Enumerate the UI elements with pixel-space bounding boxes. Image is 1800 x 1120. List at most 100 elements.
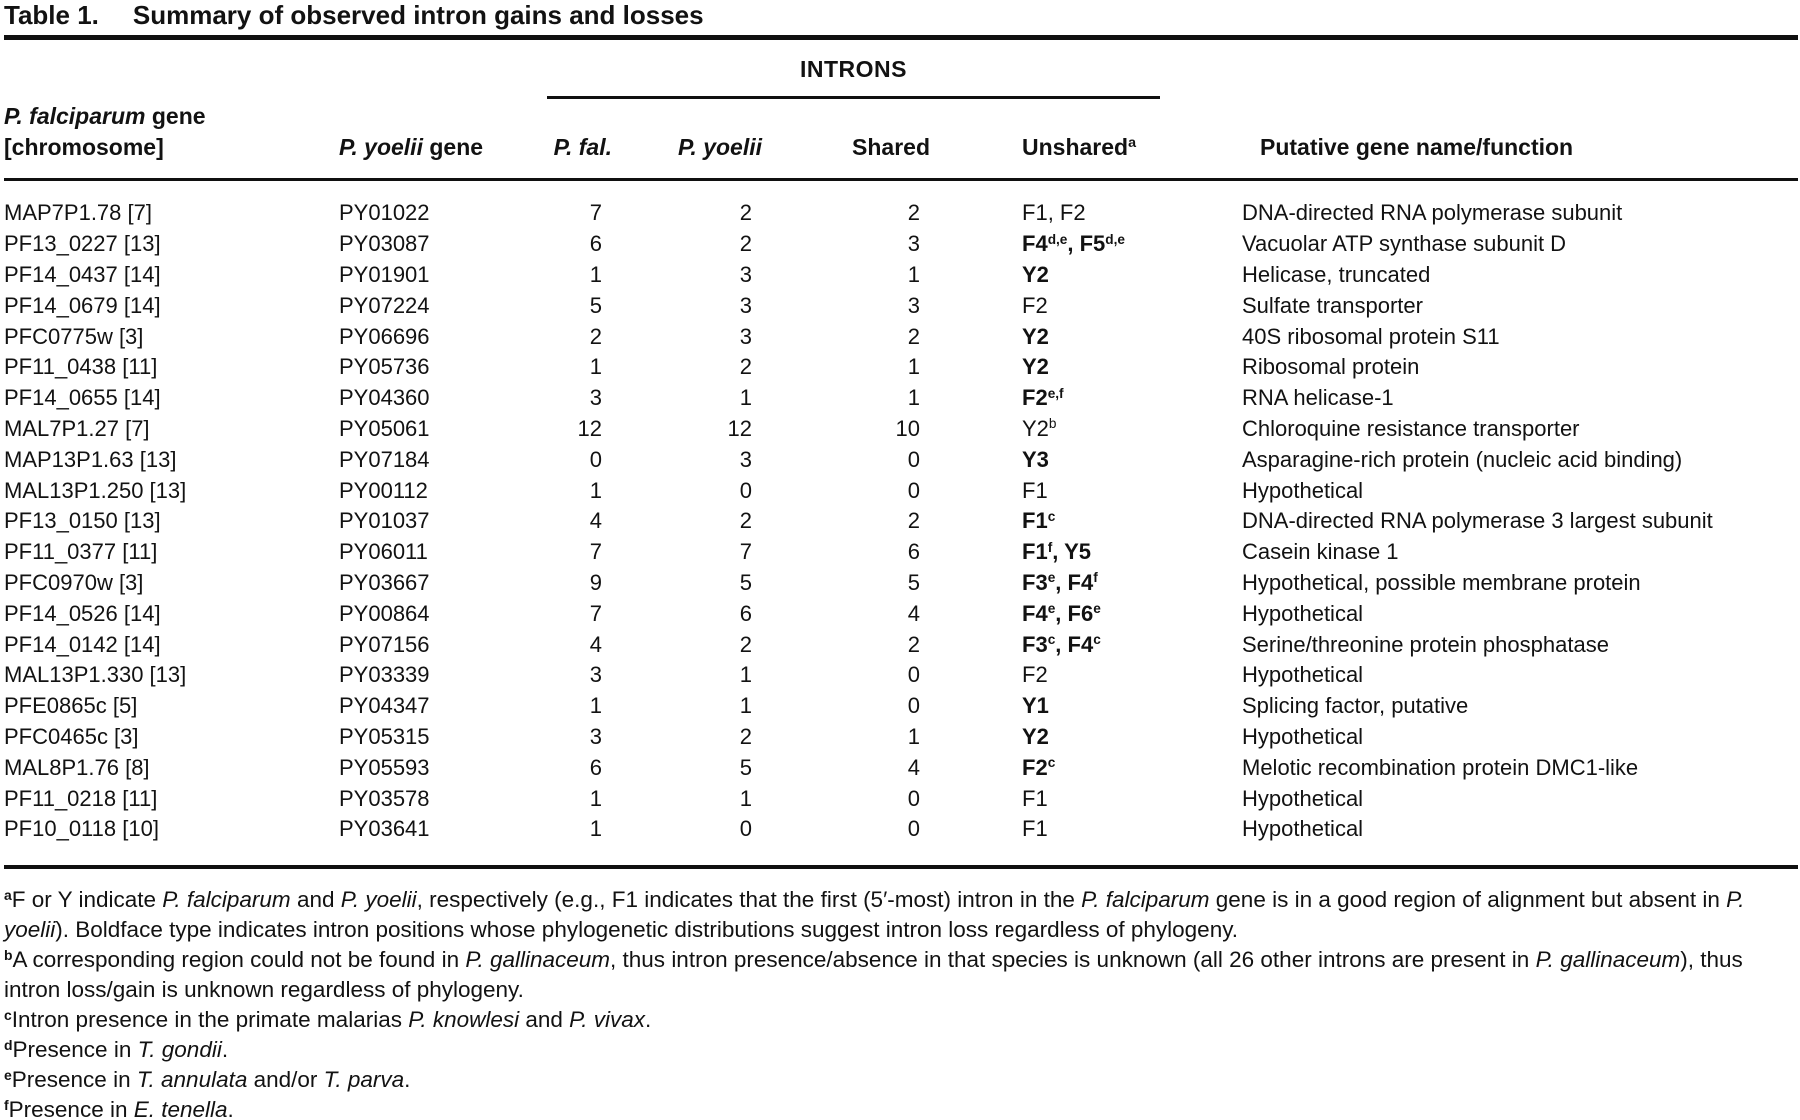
table-row: PFC0465c [3] PY05315 3 2 1 Y2 Hypothetical: [4, 722, 1798, 753]
cell-unshared-introns: F2e,f: [1022, 385, 1064, 411]
cell-unshared-introns: Y2: [1022, 354, 1049, 380]
cell-pfalciparum-gene: MAL7P1.27 [7]: [4, 415, 150, 441]
cell-shared-intron-count: 0: [907, 477, 920, 503]
table-row: PF11_0377 [11] PY06011 7 7 6 F1f, Y5 Casein ki…: [4, 537, 1798, 568]
cell-unshared-introns: F4d,e, F5d,e: [1022, 231, 1125, 257]
cell-pfalciparum-gene: PF14_0437 [14]: [4, 261, 161, 287]
cell-gene-function: RNA helicase-1: [1242, 385, 1394, 411]
cell-pyoelii-gene: PY03087: [339, 231, 430, 257]
cell-gene-function: Splicing factor, putative: [1242, 693, 1469, 719]
cell-pfalciparum-gene: MAL8P1.76 [8]: [4, 754, 150, 780]
cell-pfalciparum-gene: PF11_0377 [11]: [4, 539, 158, 565]
cell-pfal-intron-count: 0: [589, 446, 602, 472]
table-row: MAL13P1.330 [13] PY03339 3 1 0 F2 Hypothetical: [4, 660, 1798, 691]
cell-pfalciparum-gene: PF14_0679 [14]: [4, 292, 161, 318]
cell-gene-function: Chloroquine resistance transporter: [1242, 415, 1580, 441]
cell-pyoelii-gene: PY03641: [339, 816, 430, 842]
cell-pfalciparum-gene: PF10_0118 [10]: [4, 816, 159, 842]
footnote-ref-c: c: [1047, 508, 1056, 524]
cell-shared-intron-count: 2: [907, 323, 920, 349]
cell-shared-intron-count: 2: [907, 631, 920, 657]
cell-pfalciparum-gene: PFC0775w [3]: [4, 323, 144, 349]
cell-pfalciparum-gene: MAP13P1.63 [13]: [4, 446, 177, 472]
table-row: MAP13P1.63 [13] PY07184 0 3 0 Y3 Asparagine-ri…: [4, 444, 1798, 475]
cell-shared-intron-count: 2: [907, 508, 920, 534]
cell-gene-function: Asparagine-rich protein (nucleic acid bi…: [1242, 446, 1683, 472]
cell-pyoelii-intron-count: 6: [739, 600, 752, 626]
cell-gene-function: Hypothetical: [1242, 600, 1364, 626]
cell-pfal-intron-count: 7: [589, 600, 602, 626]
cell-pfalciparum-gene: PF11_0438 [11]: [4, 354, 158, 380]
cell-pfal-intron-count: 5: [589, 292, 602, 318]
cell-pfal-intron-count: 6: [589, 754, 602, 780]
cell-shared-intron-count: 3: [907, 231, 920, 257]
footnote-ref-b: b: [1048, 416, 1057, 432]
footnote-e: ePresence in T. annulata and/or T. parva…: [4, 1066, 411, 1092]
cell-gene-function: Vacuolar ATP synthase subunit D: [1242, 231, 1567, 257]
table-row: PFE0865c [5] PY04347 1 1 0 Y1 Splicing factor,…: [4, 691, 1798, 722]
cell-pfal-intron-count: 1: [589, 354, 602, 380]
cell-pyoelii-intron-count: 5: [739, 569, 752, 595]
cell-unshared-introns: F3c, F4c: [1022, 631, 1101, 657]
cell-pfal-intron-count: 12: [577, 415, 602, 441]
cell-pfalciparum-gene: MAP7P1.78 [7]: [4, 200, 152, 226]
spacer-cell: [1232, 38, 1798, 100]
table-row: PFC0970w [3] PY03667 9 5 5 F3e, F4f Hypothetic…: [4, 568, 1798, 599]
cell-gene-function: Helicase, truncated: [1242, 261, 1431, 287]
footnote-ref-c: c: [1047, 632, 1056, 648]
cell-pyoelii-gene: PY06011: [339, 539, 428, 565]
cell-unshared-introns: F1: [1022, 816, 1048, 842]
cell-shared-intron-count: 10: [895, 415, 920, 441]
cell-unshared-introns: Y2b: [1022, 415, 1057, 441]
cell-gene-function: Hypothetical: [1242, 785, 1364, 811]
cell-pfal-intron-count: 7: [589, 200, 602, 226]
cell-pfal-intron-count: 9: [589, 569, 602, 595]
table-row: PFC0775w [3] PY06696 2 3 2 Y2 40S ribosomal pr…: [4, 321, 1798, 352]
cell-unshared-introns: F1: [1022, 477, 1048, 503]
footnote-ref-f: f: [1093, 570, 1098, 586]
intron-summary-table: INTRONS P. falciparum gene [chromosome] …: [4, 35, 1798, 869]
cell-pyoelii-intron-count: 2: [739, 508, 752, 534]
table-row: MAL13P1.250 [13] PY00112 1 0 0 F1 Hypothetical: [4, 475, 1798, 506]
cell-pfal-intron-count: 3: [589, 662, 602, 688]
footnote-marker: f: [4, 1096, 9, 1113]
cell-pfalciparum-gene: PF11_0218 [11]: [4, 785, 158, 811]
cell-pyoelii-gene: PY07156: [339, 631, 430, 657]
footnote-ref-d,e: d,e: [1047, 231, 1068, 247]
table-row: PF13_0150 [13] PY01037 4 2 2 F1c DNA-directed …: [4, 506, 1798, 537]
footnote-d: dPresence in T. gondii.: [4, 1036, 229, 1062]
cell-pyoelii-gene: PY05061: [339, 415, 430, 441]
footnote-marker: a: [4, 886, 12, 903]
cell-gene-function: Hypothetical: [1242, 662, 1364, 688]
table-row: MAL8P1.76 [8] PY05593 6 5 4 F2c Melotic recomb…: [4, 752, 1798, 783]
table-body: MAP7P1.78 [7] PY01022 7 2 2 F1, F2 DNA-directe…: [4, 180, 1798, 867]
table-caption: Table 1. Summary of observed intron gains…: [4, 2, 1800, 29]
cell-shared-intron-count: 4: [907, 600, 920, 626]
cell-unshared-introns: F2: [1022, 662, 1048, 688]
footnote-ref-e: e: [1047, 601, 1056, 617]
cell-pyoelii-gene: PY03578: [339, 785, 430, 811]
cell-pfal-intron-count: 4: [589, 508, 602, 534]
cell-shared-intron-count: 4: [907, 754, 920, 780]
footnote-marker: b: [4, 946, 13, 963]
cell-shared-intron-count: 2: [907, 200, 920, 226]
cell-pfal-intron-count: 4: [589, 631, 602, 657]
table-row: PF11_0438 [11] PY05736 1 2 1 Y2 Ribosomal prot…: [4, 352, 1798, 383]
cell-pyoelii-intron-count: 1: [739, 385, 752, 411]
footnote-ref-d,e: d,e: [1105, 231, 1125, 247]
cell-pfal-intron-count: 7: [589, 539, 602, 565]
table-header: INTRONS P. falciparum gene [chromosome] …: [4, 38, 1798, 181]
cell-pfalciparum-gene: MAL13P1.250 [13]: [4, 477, 187, 503]
cell-pyoelii-gene: PY03667: [339, 569, 430, 595]
cell-gene-function: Hypothetical: [1242, 723, 1364, 749]
cell-gene-function: Hypothetical: [1242, 816, 1364, 842]
cell-gene-function: Ribosomal protein: [1242, 354, 1420, 380]
cell-shared-intron-count: 0: [907, 785, 920, 811]
column-header-pfalciparum-gene: P. falciparum gene [chromosome]: [4, 99, 339, 181]
cell-pfal-intron-count: 1: [589, 261, 602, 287]
column-header-chromosome: [chromosome]: [4, 134, 164, 160]
footnote-ref-c: c: [1047, 755, 1056, 771]
cell-gene-function: DNA-directed RNA polymerase subunit: [1242, 200, 1623, 226]
footnote-a: aF or Y indicate P. falciparum and P. yo…: [4, 886, 1745, 942]
